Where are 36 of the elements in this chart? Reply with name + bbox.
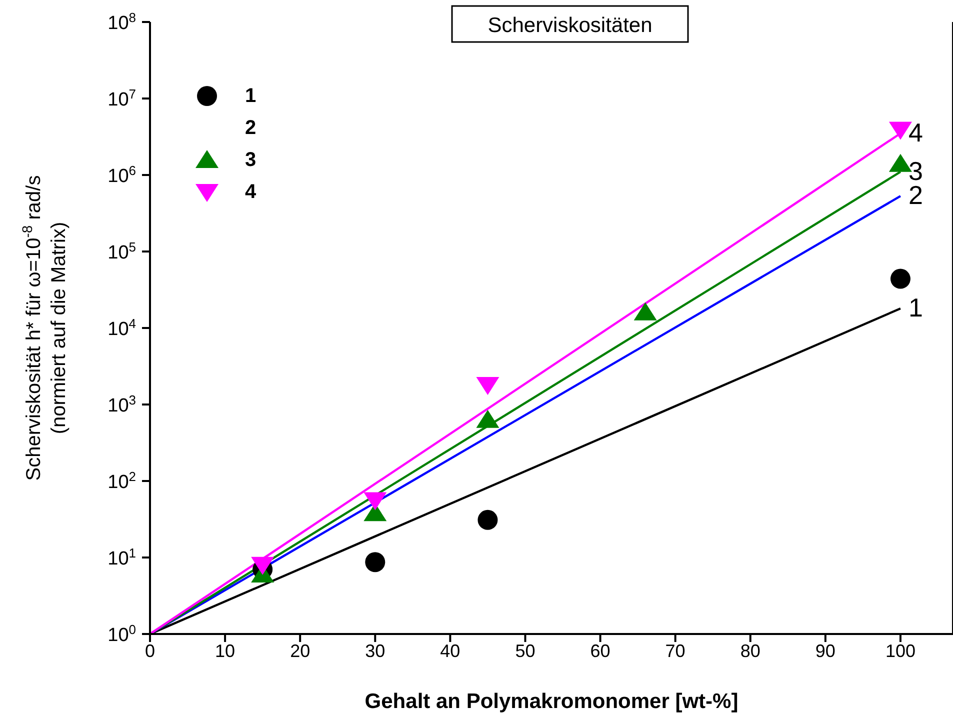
point [478,510,498,530]
x-tick-label: 100 [885,640,916,661]
y-tick-label: 10$^{1}$ [108,545,136,570]
x-tick-label: 20 [290,640,310,661]
text: 2 [245,116,256,138]
chart-title: Scherviskositäten [488,14,652,37]
x-tick-label: 80 [740,640,760,661]
y-tick-label: 10$^{0}$ [108,622,136,646]
x-axis-title: Gehalt an Polymakromonomer [wt-%] [364,690,738,713]
x-tick-label: 70 [665,640,686,661]
legend-label: 4 [245,180,256,204]
x-tick-label: 0 [144,640,156,661]
y-tick-label: 10$^{6}$ [108,162,136,187]
y-tick-label: 10$^{3}$ [108,392,136,416]
point [634,302,657,320]
legend-label: 1 [245,84,256,108]
y-tick-label: 10$^{7}$ [108,86,136,110]
point [364,492,387,510]
text: 1 [908,292,923,322]
text: 4 [908,117,923,148]
point [476,376,500,395]
y-tick-label: 10$^{2}$ [108,468,136,493]
x-tick-label: 50 [515,640,536,661]
y-tick-label: 10$^{4}$ [108,316,136,340]
x-tick-label: 10 [215,640,236,661]
x-tick-label: 60 [590,640,610,661]
point [890,268,910,289]
point [251,556,274,575]
x-tick-label: 90 [815,640,836,661]
point [365,552,386,572]
x-tick-label: 40 [440,640,460,661]
y-tick-label: 10$^{8}$ [108,10,136,34]
legend-label: 3 [245,148,256,172]
y-tick-label: 10$^{5}$ [108,239,136,264]
x-tick-label: 30 [365,640,386,661]
point [476,410,500,428]
